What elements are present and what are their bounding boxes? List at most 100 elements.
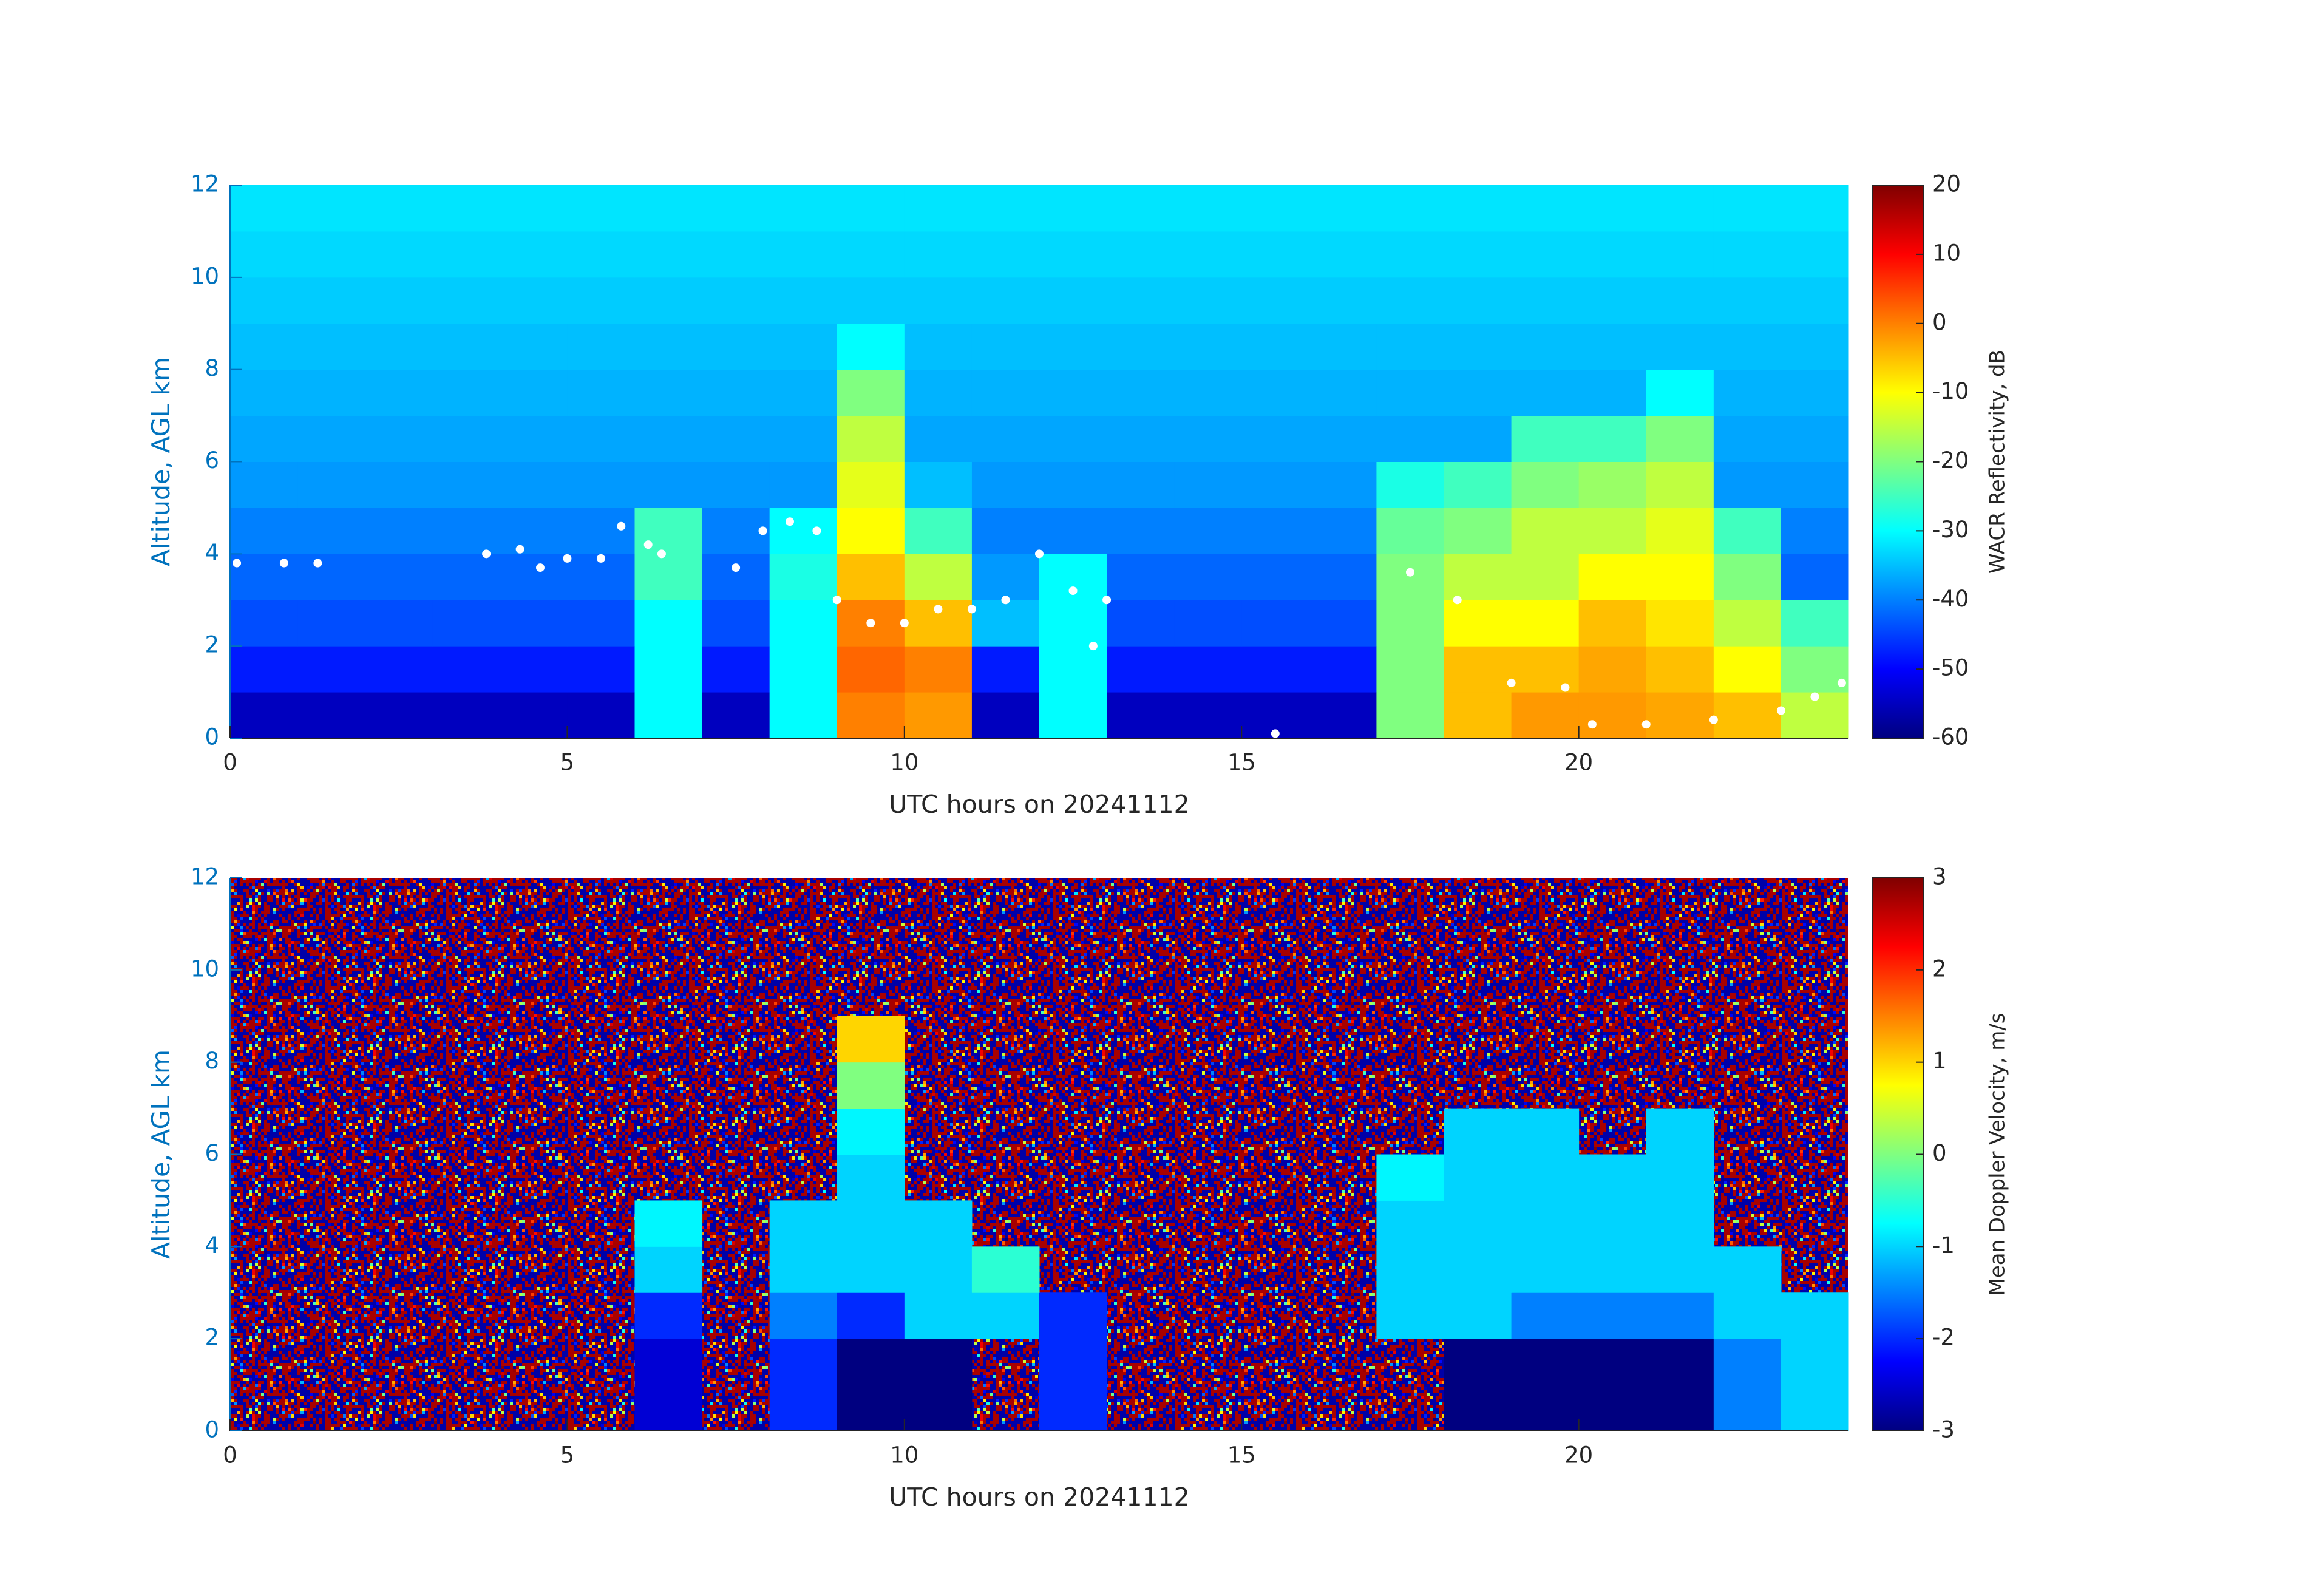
heatmap-cell xyxy=(567,461,635,508)
heatmap-cell xyxy=(1039,508,1107,554)
heatmap-cell xyxy=(904,1292,973,1339)
heatmap-cell xyxy=(1511,1154,1580,1201)
heatmap-cell xyxy=(1713,1385,1782,1431)
heatmap-cell xyxy=(297,692,365,739)
heatmap-cell xyxy=(904,277,973,324)
cloud-base-point xyxy=(1587,720,1597,729)
heatmap-cell xyxy=(837,1385,905,1431)
y-tick-label: 8 xyxy=(205,1048,219,1074)
heatmap-cell xyxy=(1713,692,1782,739)
heatmap-cell xyxy=(1309,600,1377,647)
heatmap-cell xyxy=(1241,554,1309,600)
heatmap-cell xyxy=(1781,646,1849,693)
x-tick-label: 0 xyxy=(223,1442,237,1469)
y-tick-label: 4 xyxy=(205,540,219,566)
heatmap-cell xyxy=(1511,692,1580,739)
heatmap-cell xyxy=(1511,1339,1580,1385)
heatmap-cell xyxy=(567,600,635,647)
heatmap-cell xyxy=(1444,692,1512,739)
heatmap-cell xyxy=(1376,323,1444,370)
heatmap-cell xyxy=(1781,508,1849,554)
heatmap-cell xyxy=(432,277,500,324)
y-tick-label: 2 xyxy=(205,632,219,658)
heatmap-cell xyxy=(1511,415,1580,462)
heatmap-cell xyxy=(769,1200,838,1247)
heatmap-cell xyxy=(1376,646,1444,693)
cloud-base-point xyxy=(515,545,524,554)
heatmap-cell xyxy=(432,323,500,370)
heatmap-cell xyxy=(1444,1385,1512,1431)
cloud-base-point xyxy=(934,605,943,614)
heatmap-cell xyxy=(1444,554,1512,600)
heatmap-cell xyxy=(1444,415,1512,462)
heatmap-cell xyxy=(230,277,298,324)
heatmap-cell xyxy=(1578,185,1647,232)
heatmap-cell xyxy=(1107,508,1175,554)
colorbar-tick-label: -50 xyxy=(1932,655,1969,681)
heatmap-cell xyxy=(837,554,905,600)
heatmap-cell xyxy=(365,600,433,647)
heatmap-cell xyxy=(1444,231,1512,278)
heatmap-cell xyxy=(702,692,770,739)
heatmap-cell xyxy=(769,323,838,370)
heatmap-cell xyxy=(837,231,905,278)
heatmap-cell xyxy=(432,231,500,278)
heatmap-cell xyxy=(567,323,635,370)
heatmap-cell xyxy=(769,461,838,508)
heatmap-cell xyxy=(567,692,635,739)
heatmap-cell xyxy=(230,692,298,739)
heatmap-cell xyxy=(702,600,770,647)
heatmap-cell xyxy=(297,323,365,370)
heatmap-cell xyxy=(1107,600,1175,647)
heatmap-cell xyxy=(634,1292,703,1339)
heatmap-cell xyxy=(297,600,365,647)
heatmap-cell xyxy=(1713,277,1782,324)
heatmap-cell xyxy=(365,554,433,600)
heatmap-cell xyxy=(500,646,568,693)
heatmap-cell xyxy=(1511,369,1580,416)
heatmap-cell xyxy=(1309,323,1377,370)
heatmap-cell xyxy=(432,646,500,693)
heatmap-cell xyxy=(365,369,433,416)
heatmap-cell xyxy=(1578,415,1647,462)
cloud-base-point xyxy=(1405,568,1414,577)
heatmap-cell xyxy=(837,1154,905,1201)
cloud-base-point xyxy=(1837,678,1846,687)
cloud-base-point xyxy=(1271,729,1280,738)
heatmap-cell xyxy=(1174,185,1242,232)
heatmap-cell xyxy=(904,1200,973,1247)
heatmap-cell xyxy=(1511,231,1580,278)
y-tick-label: 4 xyxy=(205,1232,219,1258)
cloud-base-point xyxy=(812,526,821,535)
heatmap-cell xyxy=(1713,600,1782,647)
heatmap-cell xyxy=(297,185,365,232)
heatmap-cell xyxy=(297,646,365,693)
heatmap-cell xyxy=(1511,554,1580,600)
heatmap-cell xyxy=(500,461,568,508)
cloud-base-point xyxy=(1453,596,1462,605)
heatmap-cell xyxy=(230,369,298,416)
cloud-base-point xyxy=(900,619,909,628)
heatmap-cell xyxy=(1241,646,1309,693)
heatmap-cell xyxy=(971,554,1040,600)
heatmap-cell xyxy=(500,554,568,600)
x-tick-label: 15 xyxy=(1227,1442,1256,1469)
heatmap-cell xyxy=(769,600,838,647)
heatmap-cell xyxy=(567,415,635,462)
heatmap-cell xyxy=(837,1246,905,1293)
heatmap-cell xyxy=(904,508,973,554)
x-tick-label: 0 xyxy=(223,750,237,776)
heatmap-cell xyxy=(971,692,1040,739)
heatmap-cell xyxy=(634,231,703,278)
heatmap-cell xyxy=(1781,554,1849,600)
heatmap-cell xyxy=(1646,461,1714,508)
heatmap-cell xyxy=(1107,461,1175,508)
y-tick-label: 12 xyxy=(191,171,219,197)
heatmap-cell xyxy=(1781,1292,1849,1339)
heatmap-cell xyxy=(769,415,838,462)
heatmap-cell xyxy=(365,185,433,232)
heatmap-cell xyxy=(1039,277,1107,324)
heatmap-cell xyxy=(230,415,298,462)
heatmap-cell xyxy=(500,600,568,647)
cloud-base-point xyxy=(866,619,875,628)
